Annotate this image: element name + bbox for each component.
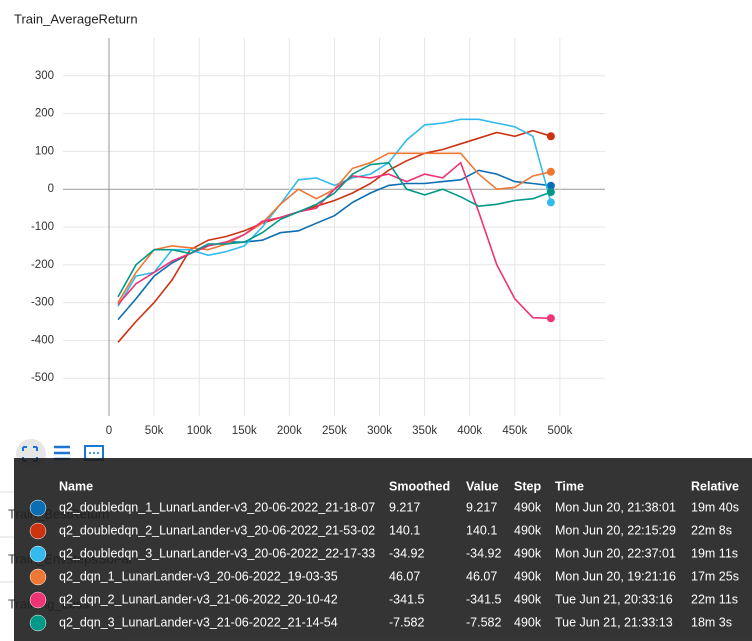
plot: -500 -400 -300 -200 -100 0 100 200 300 0 50k 100k 15… [31, 38, 605, 437]
tooltip-cell: 490k [514, 615, 542, 629]
x-tick-label: 0 [106, 425, 112, 437]
tooltip: Name Smoothed Value Step Time Relative q2_doub… [29, 479, 739, 632]
x-tick-label: 450k [502, 425, 527, 437]
chart-title: Train_AverageReturn [14, 11, 138, 26]
tooltip-cell: q2_doubledqn_1_LunarLander-v3_20-06-2022… [59, 500, 375, 514]
hover-point [546, 188, 555, 197]
tooltip-cell: 490k [514, 592, 542, 606]
tooltip-cell: 46.07 [466, 569, 497, 583]
tooltip-cell: 140.1 [466, 523, 497, 537]
tooltip-cell: Mon Jun 20, 19:21:16 [555, 569, 676, 583]
tooltip-cell: -34.92 [466, 546, 501, 560]
tooltip-header: Value [466, 479, 499, 493]
hover-point [546, 167, 555, 176]
tooltip-cell: -34.92 [389, 546, 424, 560]
tooltip-cell: 490k [514, 500, 542, 514]
tooltip-cell: -341.5 [466, 592, 501, 606]
tooltip-cell: Mon Jun 20, 21:38:01 [555, 500, 676, 514]
tooltip-cell: -7.582 [466, 615, 501, 629]
hover-point [546, 132, 555, 141]
x-tick-label: 50k [145, 425, 164, 437]
x-tick-label: 150k [232, 425, 257, 437]
data-selection-icon[interactable] [54, 445, 70, 461]
y-tick-label: -500 [31, 372, 54, 384]
tooltip-header: Name [59, 479, 93, 493]
y-tick-label: -100 [31, 221, 54, 233]
tooltip-cell: Tue Jun 21, 21:33:13 [555, 615, 673, 629]
tooltip-cell: 490k [514, 569, 542, 583]
x-tick-label: 300k [367, 425, 392, 437]
tooltip-cell: 18m 3s [691, 615, 732, 629]
tooltip-header: Time [555, 479, 584, 493]
series-swatch [29, 499, 47, 517]
y-tick-label: 100 [35, 145, 54, 157]
tooltip-header: Smoothed [389, 479, 450, 493]
tooltip-cell: q2_dqn_3_LunarLander-v3_21-06-2022_21-14… [59, 615, 338, 629]
tooltip-cell: q2_dqn_2_LunarLander-v3_21-06-2022_20-10… [59, 592, 338, 606]
y-tick-label: -300 [31, 297, 54, 309]
tooltip-box [14, 458, 752, 641]
tooltip-cell: q2_doubledqn_3_LunarLander-v3_20-06-2022… [59, 546, 375, 560]
x-tick-label: 100k [187, 425, 212, 437]
x-tick-label: 400k [457, 425, 482, 437]
x-tick-label: 200k [277, 425, 302, 437]
tooltip-cell: 9.217 [466, 500, 497, 514]
y-tick-label: -400 [31, 334, 54, 346]
hover-point [546, 181, 555, 190]
tooltip-cell: -7.582 [389, 615, 424, 629]
y-tick-label: -200 [31, 259, 54, 271]
tooltip-cell: 490k [514, 546, 542, 560]
series-swatch [29, 545, 47, 563]
x-tick-label: 350k [412, 425, 437, 437]
tooltip-cell: 22m 11s [691, 592, 738, 606]
tooltip-header: Relative [691, 479, 739, 493]
tooltip-cell: 140.1 [389, 523, 420, 537]
tooltip-cell: q2_doubledqn_2_LunarLander-v3_20-06-2022… [59, 523, 375, 537]
series-swatch [29, 568, 47, 586]
hover-point [546, 198, 555, 207]
series-line [117, 161, 552, 298]
hover-point [546, 314, 555, 323]
tooltip-cell: 17m 25s [691, 569, 739, 583]
tooltip-cell: 490k [514, 523, 542, 537]
series-swatch [29, 522, 47, 540]
tooltip-cell: 19m 40s [691, 500, 739, 514]
tooltip-cell: q2_dqn_1_LunarLander-v3_20-06-2022_19-03… [59, 569, 338, 583]
y-tick-label: 0 [48, 183, 54, 195]
tooltip-cell: -341.5 [389, 592, 424, 606]
tooltip-cell: Mon Jun 20, 22:15:29 [555, 523, 676, 537]
x-tick-label: 250k [322, 425, 347, 437]
tooltip-cell: 9.217 [389, 500, 420, 514]
tooltip-cell: 22m 8s [691, 523, 732, 537]
x-tick-label: 500k [547, 425, 572, 437]
series-line [117, 118, 552, 307]
series-swatch [29, 591, 47, 609]
tooltip-cell: 46.07 [389, 569, 420, 583]
series-swatch [29, 614, 47, 632]
tooltip-cell: Tue Jun 21, 20:33:16 [555, 592, 673, 606]
tooltip-header: Step [514, 479, 541, 493]
tooltip-cell: 19m 11s [691, 546, 738, 560]
tooltip-cell: Mon Jun 20, 22:37:01 [555, 546, 676, 560]
y-tick-label: 300 [35, 70, 54, 82]
y-tick-label: 200 [35, 108, 54, 120]
